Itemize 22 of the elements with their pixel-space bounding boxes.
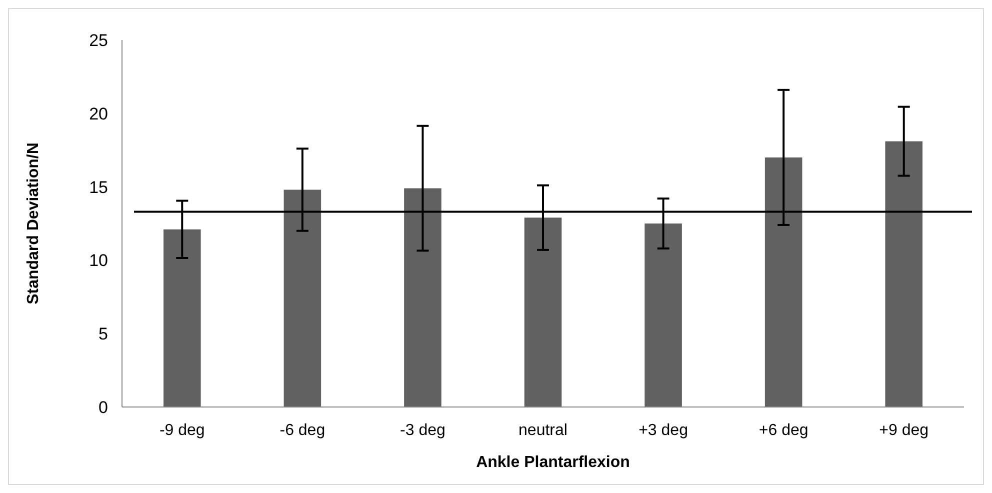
x-tick-label: -6 deg	[280, 422, 326, 439]
y-tick-label: 10	[89, 251, 108, 270]
y-tick-label: 5	[98, 324, 108, 344]
bar	[404, 188, 442, 407]
x-tick-label: +3 deg	[638, 422, 688, 439]
x-tick-label: neutral	[518, 422, 568, 439]
x-tick-label: +9 deg	[879, 422, 929, 439]
bar	[764, 157, 802, 407]
x-tick-label: -9 deg	[159, 422, 205, 439]
bar	[164, 229, 201, 407]
bar	[284, 190, 322, 407]
bar	[644, 224, 682, 407]
bar	[885, 141, 922, 407]
bar	[524, 218, 562, 407]
y-tick-label: 20	[89, 104, 108, 124]
x-tick-label: -3 deg	[400, 422, 446, 439]
y-tick-label: 25	[89, 30, 108, 50]
y-tick-label: 0	[98, 398, 108, 417]
y-tick-label: 15	[89, 178, 108, 197]
x-axis-title: Ankle Plantarflexion	[476, 454, 630, 471]
y-axis-title: Standard Deviation/N	[25, 142, 42, 304]
x-tick-label: +6 deg	[758, 422, 808, 439]
